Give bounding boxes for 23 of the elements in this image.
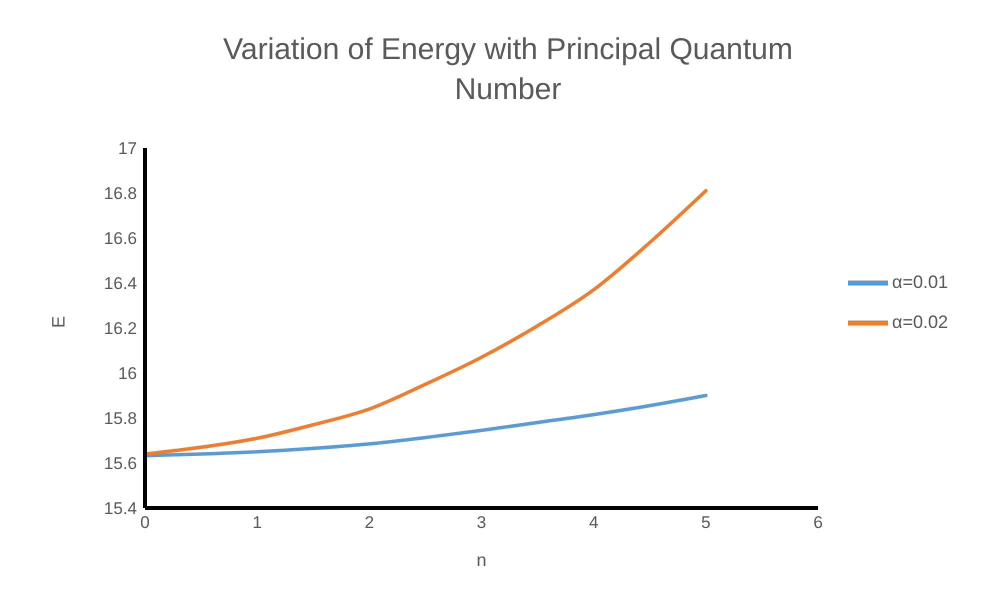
x-axis-title: n — [476, 550, 487, 570]
x-tick-label: 1 — [252, 513, 262, 532]
line-series — [145, 189, 708, 456]
x-tick-label: 0 — [140, 513, 150, 532]
y-tick-label: 15.8 — [104, 409, 137, 428]
x-tick-label: 4 — [588, 513, 598, 532]
y-tick-label: 16.8 — [104, 184, 137, 204]
x-tick-label: 6 — [813, 513, 823, 532]
x-tick-label: 5 — [701, 513, 711, 532]
y-tick-label: 16.4 — [104, 274, 137, 294]
legend-label: α=0.01 — [892, 272, 948, 292]
chart-title: Variation of Energy with Principal Quantum Number — [222, 32, 794, 108]
y-tick-label: 15.4 — [104, 499, 137, 518]
x-tick-label: 3 — [476, 513, 486, 532]
y-tick-label: 15.6 — [104, 454, 137, 474]
line-series — [145, 394, 708, 458]
legend-label: α=0.02 — [892, 312, 948, 332]
y-tick-label: 17 — [118, 139, 137, 158]
y-tick-label: 16.6 — [104, 229, 137, 248]
y-tick-label: 16.2 — [104, 319, 137, 338]
y-tick-label: 16 — [118, 364, 137, 384]
y-axis-title: E — [48, 316, 68, 328]
x-tick-label: 2 — [364, 513, 374, 532]
